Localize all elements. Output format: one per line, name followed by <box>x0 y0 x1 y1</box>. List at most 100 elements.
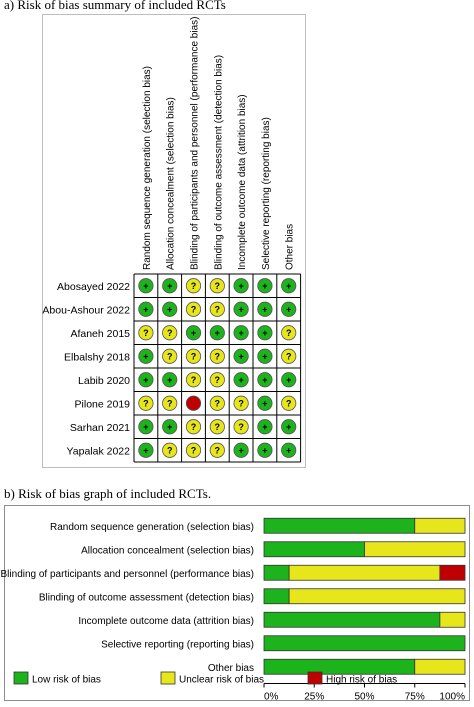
legend-swatch <box>13 671 29 685</box>
risk-dot-unclear <box>138 325 154 341</box>
study-label: Pilone 2019 <box>75 398 131 410</box>
risk-symbol: + <box>238 445 243 455</box>
risk-dot-unclear <box>185 301 202 317</box>
risk-dot-unclear <box>138 395 154 411</box>
category-label: Blinding of participants and personnel (… <box>1 569 254 580</box>
risk-symbol: ? <box>215 398 221 408</box>
risk-symbol: + <box>238 351 243 361</box>
category-label: Other bias <box>208 663 254 674</box>
risk-dot-unclear <box>162 395 178 411</box>
legend-swatch <box>160 671 176 685</box>
domain-header: Allocation concealment (selection bias) <box>166 97 177 270</box>
risk-symbol: + <box>286 375 291 385</box>
legend-label: High risk of bias <box>326 675 397 686</box>
risk-symbol: ? <box>215 375 221 385</box>
panel-b-title: b) Risk of bias graph of included RCTs. <box>4 486 212 501</box>
risk-dot-unclear <box>209 419 225 435</box>
bar-segment <box>263 611 441 628</box>
domain-header: Selective reporting (reporting bias) <box>261 117 272 270</box>
bar-segment <box>414 517 466 534</box>
legend-swatch <box>307 671 323 685</box>
risk-symbol: ? <box>191 445 197 455</box>
category-label: Allocation concealment (selection bias) <box>81 545 254 556</box>
risk-symbol: + <box>143 445 148 455</box>
risk-dot-unclear <box>209 442 225 458</box>
risk-symbol: + <box>286 445 291 455</box>
risk-symbol: + <box>262 328 267 338</box>
risk-dot-low <box>281 442 297 458</box>
study-label: Yapalak 2022 <box>67 445 131 457</box>
risk-dot-unclear <box>209 395 225 411</box>
risk-symbol: + <box>191 328 196 338</box>
summary-panel <box>42 14 306 468</box>
category-label: Blinding of outcome assessment (detectio… <box>39 592 254 603</box>
risk-symbol: + <box>143 351 148 361</box>
risk-dot-low <box>138 419 154 435</box>
risk-symbol: ? <box>286 351 292 361</box>
domain-header: Blinding of outcome assessment (detectio… <box>213 55 224 270</box>
risk-symbol: + <box>262 281 267 291</box>
risk-symbol: ? <box>191 422 197 432</box>
x-tick-label: 100% <box>439 692 465 703</box>
x-tick-label: 25% <box>304 692 324 703</box>
domain-header: Incomplete outcome data (attrition bias) <box>237 94 248 270</box>
risk-dot-unclear <box>281 325 297 341</box>
risk-dot-low <box>257 442 273 458</box>
risk-dot-unclear <box>209 348 225 364</box>
risk-of-bias-summary: Random sequence generation (selection bi… <box>42 17 302 463</box>
risk-symbol: ? <box>167 328 173 338</box>
risk-dot-low <box>257 372 273 388</box>
risk-symbol: ? <box>215 422 221 432</box>
bar-segment <box>263 658 416 675</box>
risk-symbol: ? <box>191 304 197 314</box>
risk-dot-unclear <box>209 301 225 317</box>
risk-dot-unclear <box>185 419 202 435</box>
bar-segment <box>263 588 290 605</box>
risk-symbol: + <box>262 375 267 385</box>
risk-symbol: ? <box>286 398 292 408</box>
risk-dot-low <box>138 278 154 294</box>
risk-symbol: ? <box>215 304 221 314</box>
bar-segment <box>263 541 365 558</box>
bar-segment <box>439 611 466 628</box>
x-tick-label: 0% <box>264 692 279 703</box>
risk-symbol: + <box>167 375 172 385</box>
risk-symbol: ? <box>191 351 197 361</box>
bar-segment <box>263 635 466 652</box>
risk-symbol: ? <box>286 328 292 338</box>
bar-segment <box>288 564 441 581</box>
risk-dot-low <box>162 301 178 317</box>
legend-label: Unclear risk of bias <box>179 675 264 686</box>
risk-dot-unclear <box>209 278 225 294</box>
risk-symbol: ? <box>167 445 173 455</box>
risk-dot-low <box>162 419 178 435</box>
graph-panel <box>4 505 470 701</box>
bar-segment <box>288 588 466 605</box>
risk-symbol: + <box>143 422 148 432</box>
risk-symbol: + <box>167 304 172 314</box>
risk-symbol: + <box>238 375 243 385</box>
risk-dot-low <box>281 419 297 435</box>
risk-symbol: + <box>286 422 291 432</box>
risk-dot-low <box>185 325 202 341</box>
risk-symbol: ? <box>215 445 221 455</box>
risk-dot-low <box>233 372 249 388</box>
bar-segment <box>364 541 466 558</box>
risk-dot-low <box>233 278 249 294</box>
risk-symbol: + <box>215 328 220 338</box>
risk-dot-low <box>138 348 154 364</box>
risk-symbol: + <box>143 281 148 291</box>
risk-dot-unclear <box>185 442 202 458</box>
risk-symbol: ? <box>215 281 221 291</box>
risk-dot-low <box>138 372 154 388</box>
domain-header: Other bias <box>285 224 296 270</box>
risk-dot-low <box>257 395 273 411</box>
risk-symbol: + <box>262 445 267 455</box>
risk-dot-unclear <box>185 372 202 388</box>
category-label: Selective reporting (reporting bias) <box>101 639 254 650</box>
risk-dot-low <box>233 325 249 341</box>
domain-header: Random sequence generation (selection bi… <box>142 66 153 270</box>
risk-dot-unclear <box>185 278 202 294</box>
bar-segment <box>263 517 416 534</box>
